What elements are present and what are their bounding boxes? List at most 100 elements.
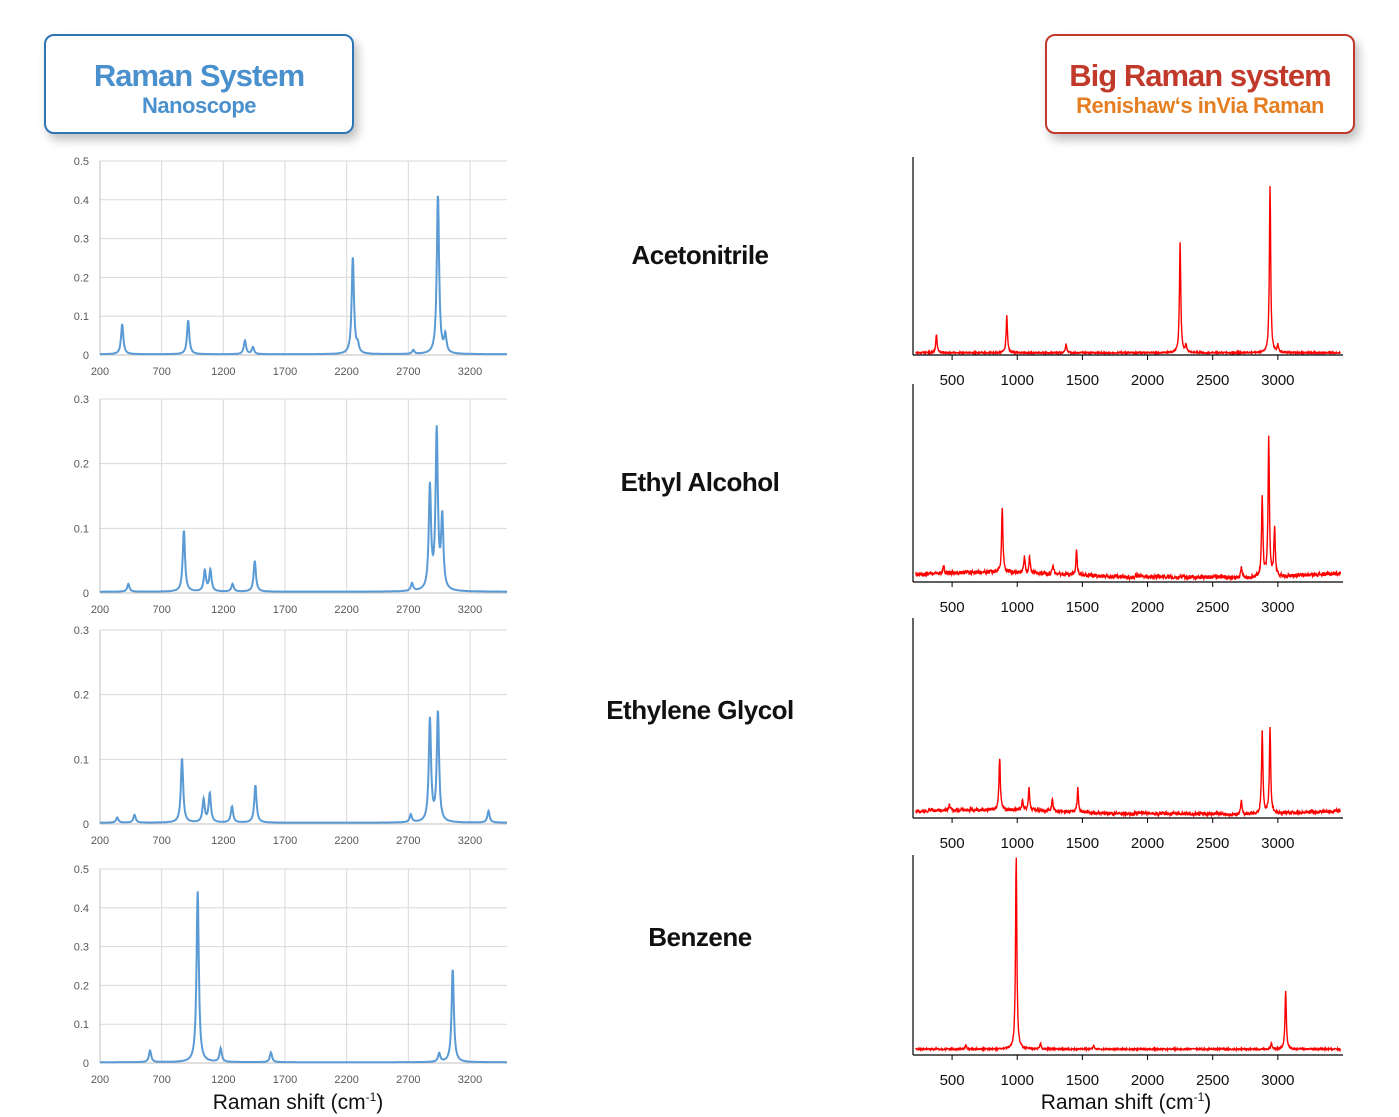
x-tick-label-ethyl-alcohol: 700	[152, 604, 170, 616]
y-tick-label-benzene: 0.3	[74, 942, 89, 954]
x-tick-label-acetonitrile: 3200	[458, 366, 482, 378]
x-tick-label-benzene: 2700	[396, 1074, 420, 1086]
x-tick-label-invia-benzene: 3000	[1261, 1072, 1294, 1089]
y-tick-label-ethyl-alcohol: 0.3	[74, 394, 89, 406]
x-tick-label-invia-ethyl-alcohol: 3000	[1261, 599, 1294, 616]
compound-label-ethyl-alcohol: Ethyl Alcohol	[620, 467, 780, 497]
x-tick-label-invia-ethyl-alcohol: 2500	[1196, 599, 1229, 616]
y-tick-label-ethylene-glycol: 0.3	[74, 625, 89, 637]
spectrum-line-invia-ethyl-alcohol	[915, 435, 1342, 582]
x-axis-label-text: Raman shift	[212, 1091, 325, 1114]
x-tick-label-acetonitrile: 200	[91, 366, 109, 378]
x-axis-label-paren-close: )	[1204, 1091, 1212, 1114]
x-tick-label-ethyl-alcohol: 1200	[211, 604, 235, 616]
x-axis-label-right: Raman shift (cm-1)	[996, 1090, 1256, 1115]
y-tick-label-acetonitrile: 0.4	[74, 195, 89, 207]
y-tick-label-ethyl-alcohol: 0	[83, 588, 89, 600]
spectrum-line-nanoscope-benzene	[100, 891, 507, 1064]
x-tick-label-invia-ethylene-glycol: 1500	[1066, 835, 1099, 852]
x-tick-label-invia-acetonitrile: 3000	[1261, 372, 1294, 389]
x-tick-label-invia-ethylene-glycol: 500	[940, 835, 965, 852]
x-tick-label-ethylene-glycol: 1200	[211, 835, 235, 847]
x-tick-label-ethyl-alcohol: 3200	[458, 604, 482, 616]
x-axis-label-left: Raman shift (cm-1)	[168, 1090, 428, 1115]
y-tick-label-acetonitrile: 0.2	[74, 272, 89, 284]
x-tick-label-benzene: 1200	[211, 1074, 235, 1086]
x-axis-label-unit: cm	[1165, 1091, 1194, 1114]
x-tick-label-invia-ethylene-glycol: 2000	[1131, 835, 1164, 852]
compound-label-benzene: Benzene	[648, 922, 752, 952]
x-tick-label-invia-acetonitrile: 1500	[1066, 372, 1099, 389]
spectrum-line-nanoscope-acetonitrile	[100, 195, 507, 356]
x-tick-label-invia-benzene: 1500	[1066, 1072, 1099, 1089]
x-tick-label-invia-benzene: 1000	[1001, 1072, 1034, 1089]
x-tick-label-ethyl-alcohol: 2200	[334, 604, 358, 616]
y-tick-label-benzene: 0.1	[74, 1019, 89, 1031]
invia-subtitle: Renishaw‘s inVia Raman	[1076, 93, 1324, 118]
compound-label-acetonitrile: Acetonitrile	[631, 240, 769, 270]
x-tick-label-benzene: 3200	[458, 1074, 482, 1086]
y-tick-label-acetonitrile: 0	[83, 350, 89, 362]
x-tick-label-ethyl-alcohol: 200	[91, 604, 109, 616]
x-tick-label-ethylene-glycol: 1700	[273, 835, 297, 847]
x-tick-label-ethyl-alcohol: 2700	[396, 604, 420, 616]
y-tick-label-ethyl-alcohol: 0.1	[74, 523, 89, 535]
x-tick-label-acetonitrile: 1700	[273, 366, 297, 378]
y-tick-label-benzene: 0.5	[74, 864, 89, 876]
y-tick-label-benzene: 0	[83, 1058, 89, 1070]
x-tick-label-ethylene-glycol: 2200	[334, 835, 358, 847]
y-tick-label-acetonitrile: 0.3	[74, 234, 89, 246]
x-tick-label-acetonitrile: 1200	[211, 366, 235, 378]
x-tick-label-invia-acetonitrile: 2000	[1131, 372, 1164, 389]
y-tick-label-acetonitrile: 0.5	[74, 156, 89, 168]
x-axis-label-paren-open: (	[1158, 1091, 1166, 1114]
x-tick-label-benzene: 2200	[334, 1074, 358, 1086]
x-axis-label-paren-open: (	[330, 1091, 338, 1114]
nanoscope-header: Raman System Nanoscope	[44, 34, 354, 134]
x-tick-label-ethylene-glycol: 2700	[396, 835, 420, 847]
x-tick-label-invia-ethyl-alcohol: 500	[940, 599, 965, 616]
y-tick-label-acetonitrile: 0.1	[74, 311, 89, 323]
x-tick-label-acetonitrile: 2200	[334, 366, 358, 378]
x-tick-label-ethylene-glycol: 3200	[458, 835, 482, 847]
x-axis-label-exp: -1	[365, 1090, 377, 1104]
x-tick-label-invia-ethylene-glycol: 1000	[1001, 835, 1034, 852]
x-tick-label-ethylene-glycol: 200	[91, 835, 109, 847]
x-tick-label-invia-benzene: 2000	[1131, 1072, 1164, 1089]
x-tick-label-acetonitrile: 2700	[396, 366, 420, 378]
y-tick-label-benzene: 0.4	[74, 903, 89, 915]
x-tick-label-invia-ethylene-glycol: 3000	[1261, 835, 1294, 852]
y-tick-label-benzene: 0.2	[74, 980, 89, 992]
nanoscope-subtitle: Nanoscope	[141, 93, 257, 118]
x-tick-label-benzene: 200	[91, 1074, 109, 1086]
x-tick-label-ethyl-alcohol: 1700	[273, 604, 297, 616]
invia-header: Big Raman system Renishaw‘s inVia Raman	[1045, 34, 1355, 134]
x-tick-label-invia-ethyl-alcohol: 1000	[1001, 599, 1034, 616]
nanoscope-title: Raman System	[93, 58, 305, 93]
x-tick-label-invia-acetonitrile: 500	[940, 372, 965, 389]
x-tick-label-invia-ethyl-alcohol: 1500	[1066, 599, 1099, 616]
x-tick-label-invia-acetonitrile: 2500	[1196, 372, 1229, 389]
x-tick-label-invia-benzene: 500	[940, 1072, 965, 1089]
x-tick-label-benzene: 1700	[273, 1074, 297, 1086]
x-tick-label-acetonitrile: 700	[152, 366, 170, 378]
spectrum-line-nanoscope-ethylene-glycol	[100, 710, 507, 824]
spectrum-line-invia-ethylene-glycol	[914, 726, 1341, 819]
y-tick-label-ethyl-alcohol: 0.2	[74, 459, 89, 471]
x-tick-label-ethylene-glycol: 700	[152, 835, 170, 847]
x-tick-label-invia-ethylene-glycol: 2500	[1196, 835, 1229, 852]
spectrum-line-invia-benzene	[914, 857, 1342, 1053]
x-axis-label-paren-close: )	[376, 1091, 384, 1114]
y-tick-label-ethylene-glycol: 0	[83, 819, 89, 831]
y-tick-label-ethylene-glycol: 0.2	[74, 690, 89, 702]
x-tick-label-invia-ethyl-alcohol: 2000	[1131, 599, 1164, 616]
invia-title: Big Raman system	[1069, 58, 1331, 93]
compound-label-ethylene-glycol: Ethylene Glycol	[606, 695, 794, 725]
x-tick-label-invia-benzene: 2500	[1196, 1072, 1229, 1089]
x-tick-label-benzene: 700	[152, 1074, 170, 1086]
x-axis-label-text: Raman shift	[1040, 1091, 1153, 1114]
x-axis-label-exp: -1	[1193, 1090, 1205, 1104]
x-tick-label-invia-acetonitrile: 1000	[1001, 372, 1034, 389]
x-axis-label-unit: cm	[337, 1091, 366, 1114]
